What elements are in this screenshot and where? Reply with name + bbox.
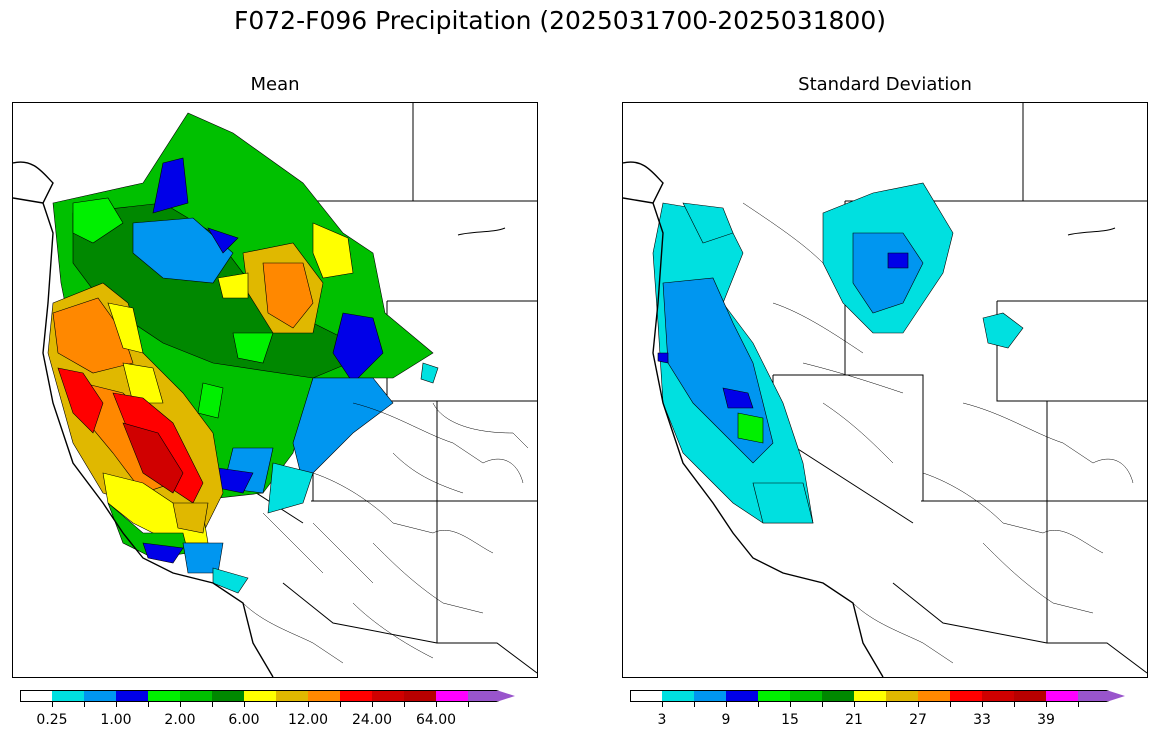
coastline xyxy=(13,161,274,677)
std-colorbar-segment xyxy=(790,690,822,702)
mean-colorbar-tick xyxy=(212,702,213,707)
std-map xyxy=(622,102,1148,678)
std-colorbar-segment xyxy=(758,690,790,702)
std-colorbar-label: 27 xyxy=(909,712,927,728)
std-colorbar-tick xyxy=(822,702,823,707)
std-colorbar-tick xyxy=(790,702,791,707)
std-colorbar-segment xyxy=(1046,690,1078,702)
std-colorbar-tick xyxy=(758,702,759,707)
mean-colorbar-segment xyxy=(212,690,244,702)
std-precip-fill xyxy=(652,182,1024,524)
mean-colorbar-tick xyxy=(308,702,309,707)
std-colorbar-tick xyxy=(1014,702,1015,707)
std-colorbar-tick xyxy=(854,702,855,707)
mean-colorbar-tick xyxy=(340,702,341,707)
std-colorbar-tick xyxy=(726,702,727,707)
mean-colorbar-segment xyxy=(84,690,116,702)
mean-colorbar-tick xyxy=(404,702,405,707)
std-colorbar-label: 39 xyxy=(1037,712,1055,728)
mean-colorbar-segment xyxy=(468,690,515,702)
mean-colorbar-label: 24.00 xyxy=(351,712,393,728)
mean-colorbar-tick xyxy=(276,702,277,707)
mean-colorbar xyxy=(20,690,530,702)
mean-colorbar-segment xyxy=(52,690,84,702)
mean-colorbar-segment xyxy=(116,690,148,702)
std-colorbar-segment xyxy=(694,690,726,702)
mean-precip-fill xyxy=(47,112,439,594)
std-colorbar-segment xyxy=(886,690,918,702)
std-map-svg xyxy=(623,103,1147,677)
mean-colorbar-segment xyxy=(276,690,308,702)
std-colorbar-tick xyxy=(886,702,887,707)
coastline xyxy=(623,161,884,677)
mean-colorbar-segment xyxy=(20,690,52,702)
mean-colorbar-label: 6.00 xyxy=(228,712,260,728)
basin-outlines xyxy=(742,202,1134,664)
std-colorbar-segment xyxy=(950,690,982,702)
std-colorbar-label: 9 xyxy=(721,712,731,728)
mean-colorbar-label: 12.00 xyxy=(287,712,329,728)
mean-colorbar-segment xyxy=(244,690,276,702)
mean-colorbar-segment xyxy=(180,690,212,702)
std-colorbar-tick xyxy=(1078,702,1079,707)
basin-outlines xyxy=(242,402,529,664)
mean-colorbar-segment xyxy=(148,690,180,702)
std-panel-title: Standard Deviation xyxy=(798,74,972,95)
mean-colorbar-segment xyxy=(340,690,372,702)
std-colorbar xyxy=(630,690,1140,702)
std-colorbar-tick xyxy=(950,702,951,707)
mean-colorbar-segment xyxy=(404,690,436,702)
std-colorbar-segment xyxy=(630,690,662,702)
mean-colorbar-segment xyxy=(436,690,468,702)
std-colorbar-tick xyxy=(1046,702,1047,707)
mean-colorbar-label: 64.00 xyxy=(415,712,457,728)
std-colorbar-tick xyxy=(918,702,919,707)
mean-colorbar-label: 0.25 xyxy=(36,712,68,728)
std-colorbar-tick xyxy=(694,702,695,707)
mean-colorbar-tick xyxy=(148,702,149,707)
mean-colorbar-tick xyxy=(436,702,437,707)
std-colorbar-label: 33 xyxy=(973,712,991,728)
std-colorbar-segment xyxy=(918,690,950,702)
mean-colorbar-tick xyxy=(180,702,181,707)
mean-map xyxy=(12,102,538,678)
mean-colorbar-label: 1.00 xyxy=(100,712,132,728)
mean-colorbar-tick xyxy=(52,702,53,707)
figure-title: F072-F096 Precipitation (2025031700-2025… xyxy=(233,6,886,35)
std-colorbar-label: 3 xyxy=(657,712,667,728)
mean-colorbar-tick xyxy=(244,702,245,707)
mean-colorbar-tick xyxy=(84,702,85,707)
std-colorbar-segment xyxy=(1014,690,1046,702)
mean-colorbar-label: 2.00 xyxy=(164,712,196,728)
mean-colorbar-tick xyxy=(116,702,117,707)
mean-colorbar-tick xyxy=(468,702,469,707)
std-colorbar-segment xyxy=(854,690,886,702)
std-colorbar-segment xyxy=(1078,690,1125,702)
mean-map-svg xyxy=(13,103,537,677)
mean-colorbar-segment xyxy=(372,690,404,702)
std-colorbar-label: 15 xyxy=(781,712,799,728)
std-colorbar-tick xyxy=(662,702,663,707)
mean-colorbar-segment xyxy=(308,690,340,702)
std-colorbar-tick xyxy=(982,702,983,707)
std-colorbar-segment xyxy=(822,690,854,702)
std-colorbar-segment xyxy=(982,690,1014,702)
mean-panel-title: Mean xyxy=(250,74,300,95)
mean-colorbar-tick xyxy=(372,702,373,707)
std-colorbar-label: 21 xyxy=(845,712,863,728)
std-colorbar-segment xyxy=(662,690,694,702)
std-colorbar-segment xyxy=(726,690,758,702)
